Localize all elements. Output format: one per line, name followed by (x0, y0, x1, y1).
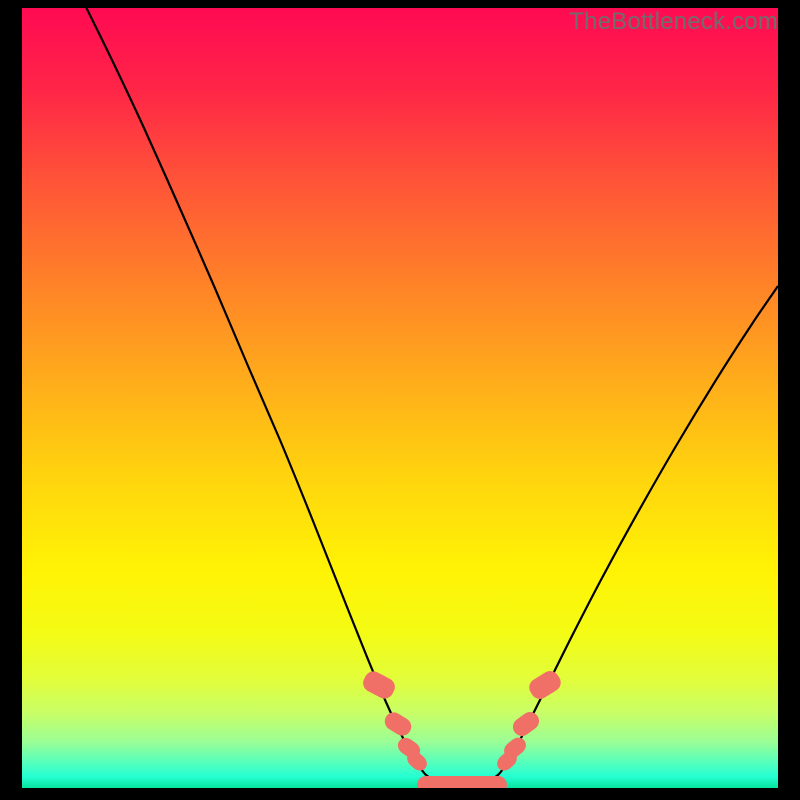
chart-container: TheBottleneck.com (0, 0, 800, 800)
plot-svg (22, 8, 778, 788)
watermark-text: TheBottleneck.com (569, 8, 778, 36)
valley-marker (417, 776, 507, 788)
gradient-background (22, 8, 778, 788)
